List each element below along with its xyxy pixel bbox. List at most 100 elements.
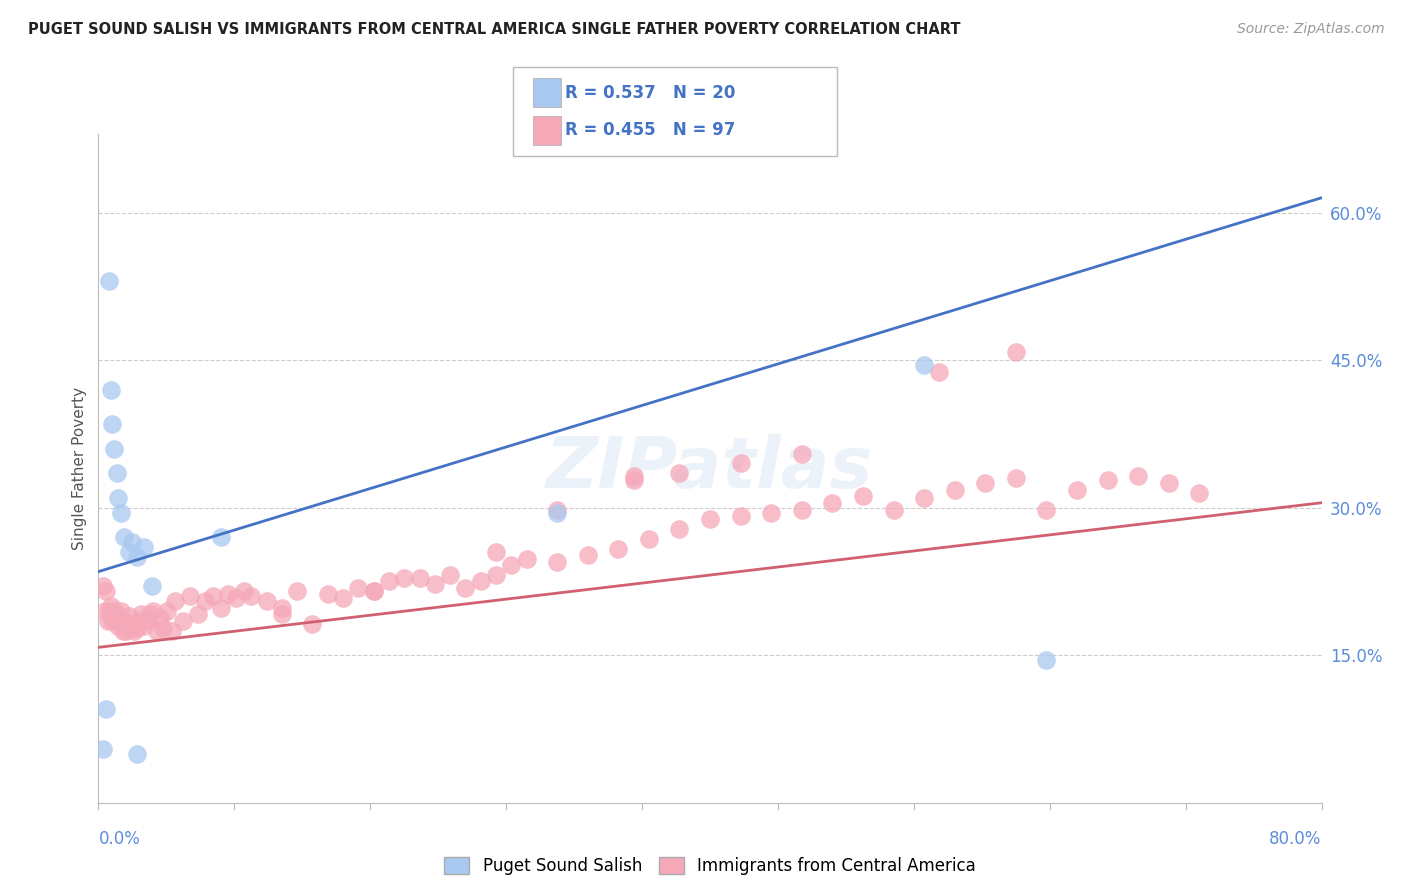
Point — [202, 589, 225, 603]
Point — [332, 591, 354, 606]
Point — [546, 502, 568, 516]
Point — [485, 567, 508, 582]
Point — [105, 467, 128, 481]
Point — [93, 604, 115, 618]
Point — [423, 577, 446, 591]
Text: R = 0.455   N = 97: R = 0.455 N = 97 — [565, 121, 735, 139]
Point — [112, 614, 135, 628]
Point — [149, 611, 172, 625]
Point — [98, 274, 121, 288]
Point — [128, 614, 150, 628]
Point — [112, 530, 135, 544]
Point — [100, 383, 122, 397]
Point — [516, 551, 538, 566]
Point — [454, 582, 477, 596]
Point — [232, 584, 254, 599]
Point — [363, 584, 385, 599]
Point — [104, 614, 127, 628]
Point — [546, 506, 568, 520]
Point — [270, 607, 292, 621]
Point — [120, 621, 142, 635]
Point — [576, 548, 599, 562]
Point — [928, 365, 950, 379]
Point — [607, 541, 630, 556]
Point — [912, 358, 935, 372]
Point — [623, 469, 645, 483]
Text: PUGET SOUND SALISH VS IMMIGRANTS FROM CENTRAL AMERICA SINGLE FATHER POVERTY CORR: PUGET SOUND SALISH VS IMMIGRANTS FROM CE… — [28, 22, 960, 37]
Point — [187, 607, 209, 621]
Point — [127, 616, 149, 631]
Point — [172, 614, 194, 628]
Point — [392, 572, 416, 586]
Point — [117, 618, 139, 632]
Point — [139, 607, 162, 621]
Point — [470, 574, 492, 589]
Point — [408, 572, 430, 586]
Point — [152, 621, 174, 635]
Point — [974, 476, 997, 491]
Point — [105, 608, 128, 623]
Point — [125, 549, 148, 564]
Point — [1066, 483, 1088, 497]
Point — [209, 601, 232, 615]
Point — [94, 584, 117, 599]
Point — [1188, 486, 1211, 500]
Point — [179, 589, 201, 603]
Point — [110, 506, 132, 520]
Point — [285, 584, 308, 599]
Point — [378, 574, 401, 589]
Point — [943, 483, 966, 497]
Point — [852, 489, 875, 503]
Point — [194, 594, 217, 608]
Text: ZIPatlas: ZIPatlas — [547, 434, 873, 503]
Point — [91, 741, 114, 756]
Point — [637, 532, 661, 546]
Point — [160, 624, 183, 638]
Point — [97, 614, 120, 628]
Point — [730, 508, 752, 523]
Point — [270, 601, 292, 615]
Point — [156, 604, 179, 618]
Text: Source: ZipAtlas.com: Source: ZipAtlas.com — [1237, 22, 1385, 37]
Point — [125, 747, 148, 761]
Point — [98, 604, 121, 618]
Text: 80.0%: 80.0% — [1270, 830, 1322, 847]
Point — [225, 591, 247, 606]
Point — [134, 540, 156, 554]
Point — [101, 417, 124, 431]
Point — [759, 506, 782, 520]
Point — [301, 616, 323, 631]
Point — [623, 473, 645, 487]
Legend: Puget Sound Salish, Immigrants from Central America: Puget Sound Salish, Immigrants from Cent… — [444, 856, 976, 875]
Point — [668, 467, 690, 481]
Point — [1004, 345, 1026, 359]
Point — [100, 599, 122, 613]
Point — [136, 614, 159, 628]
Point — [134, 618, 156, 632]
Point — [124, 618, 146, 632]
Point — [94, 702, 117, 716]
Point — [790, 446, 813, 460]
Point — [821, 496, 844, 510]
Point — [790, 502, 813, 516]
Point — [107, 491, 129, 505]
Text: R = 0.537   N = 20: R = 0.537 N = 20 — [565, 84, 735, 102]
Point — [125, 621, 148, 635]
Point — [1097, 473, 1119, 487]
Point — [501, 558, 523, 572]
Point — [1004, 471, 1026, 485]
Point — [118, 545, 141, 559]
Point — [107, 618, 129, 632]
Point — [121, 535, 143, 549]
Point — [145, 624, 167, 638]
Point — [118, 608, 141, 623]
Point — [163, 594, 186, 608]
Point — [121, 616, 143, 631]
Point — [363, 584, 385, 599]
Point — [730, 456, 752, 470]
Point — [316, 587, 339, 601]
Point — [883, 502, 905, 516]
Point — [217, 587, 239, 601]
Point — [103, 604, 125, 618]
Point — [485, 545, 508, 559]
